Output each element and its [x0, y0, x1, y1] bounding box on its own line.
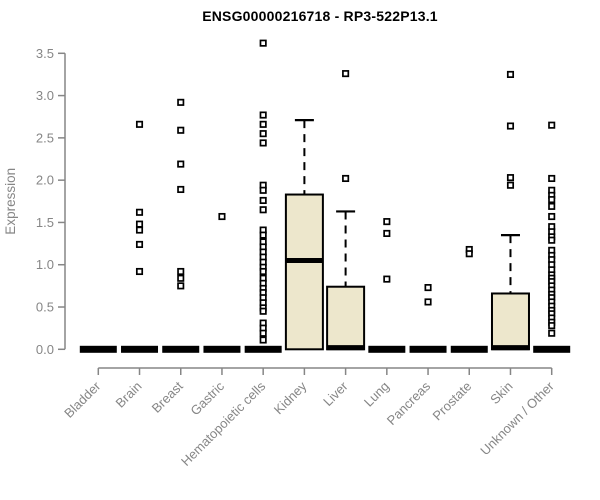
x-category-label: Brain	[113, 379, 145, 411]
collapsed-box	[533, 345, 571, 353]
outlier-point	[342, 70, 350, 78]
outlier-point	[259, 307, 267, 315]
y-tick-label: 0.5	[36, 300, 54, 315]
outlier-point	[259, 120, 267, 128]
y-tick-label: 2.5	[36, 130, 54, 145]
collapsed-box	[409, 345, 447, 353]
box	[326, 285, 366, 351]
box	[284, 193, 324, 351]
x-category-label: Pancreas	[384, 378, 434, 428]
outlier-point	[259, 130, 267, 138]
outlier-point	[548, 212, 556, 221]
collapsed-box	[121, 345, 159, 353]
collapsed-box	[79, 345, 117, 353]
outlier-point	[135, 220, 144, 228]
outlier-point	[548, 236, 556, 244]
collapsed-box	[244, 345, 282, 353]
outlier-point	[424, 298, 432, 306]
outlier-point	[506, 70, 515, 78]
outlier-point	[383, 229, 391, 237]
collapsed-box	[162, 345, 200, 353]
outlier-point	[259, 206, 267, 214]
chart-title: ENSG00000216718 - RP3-522P13.1	[202, 8, 438, 24]
outlier-point	[548, 202, 556, 210]
outlier-point	[548, 322, 556, 330]
box	[490, 292, 530, 351]
outlier-point	[177, 98, 185, 106]
outlier-point	[548, 121, 556, 129]
outlier-point	[177, 126, 185, 134]
outlier-point	[259, 111, 267, 119]
outlier-point	[177, 267, 185, 276]
outlier-point	[135, 208, 144, 216]
y-tick-label: 1.5	[36, 215, 54, 230]
outlier-point	[135, 240, 144, 248]
outlier-point	[177, 160, 185, 168]
x-category-label: Breast	[149, 378, 186, 415]
outlier-point	[259, 39, 267, 47]
x-category-label: Prostate	[430, 379, 475, 424]
x-category-label: Unknown / Other	[477, 378, 557, 458]
outlier-point	[259, 196, 267, 205]
collapsed-box	[203, 345, 241, 353]
x-category-label: Gastric	[187, 378, 227, 418]
x-category-label: Liver	[320, 378, 351, 409]
outlier-point	[259, 139, 267, 147]
outlier-point	[135, 267, 144, 276]
outlier-point	[259, 231, 267, 239]
outlier-point	[383, 275, 391, 283]
x-category-label: Lung	[361, 379, 392, 410]
outlier-point	[177, 274, 185, 282]
collapsed-box	[368, 345, 406, 353]
outlier-point	[548, 329, 556, 337]
y-tick-label: 3.0	[36, 88, 54, 103]
outlier-point	[218, 212, 226, 221]
outlier-point	[135, 226, 144, 234]
y-tick-label: 0.0	[36, 342, 54, 357]
outlier-point	[177, 185, 185, 194]
outlier-point	[259, 186, 267, 194]
x-category-label: Bladder	[61, 378, 104, 421]
outlier-point	[424, 284, 432, 292]
outlier-point	[259, 336, 267, 344]
x-category-label: Skin	[487, 379, 515, 407]
outlier-point	[177, 282, 185, 290]
y-tick-label: 2.0	[36, 173, 54, 188]
y-tick-label: 1.0	[36, 257, 54, 272]
outlier-point	[548, 174, 556, 183]
outlier-point	[506, 122, 515, 130]
outlier-point	[383, 218, 391, 226]
collapsed-box	[450, 345, 488, 353]
outlier-point	[259, 329, 267, 337]
outlier-point	[548, 196, 556, 204]
y-axis-title: Expression	[3, 168, 18, 235]
outlier-point	[506, 181, 515, 189]
outlier-point	[342, 174, 350, 183]
outlier-point	[465, 250, 473, 258]
x-category-label: Kidney	[271, 378, 310, 417]
y-tick-label: 3.5	[36, 46, 54, 61]
outlier-point	[506, 174, 515, 182]
outlier-point	[135, 120, 144, 128]
outlier-point	[259, 267, 267, 276]
